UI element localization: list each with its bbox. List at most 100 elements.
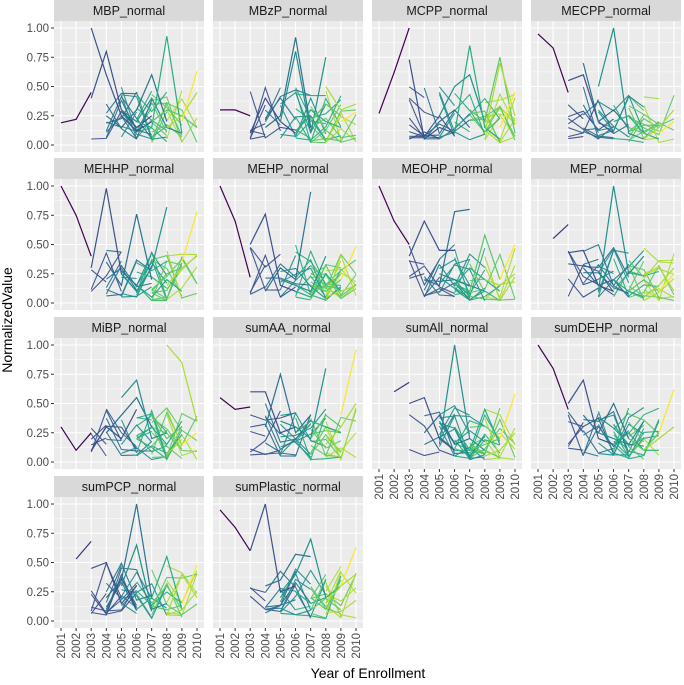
series-line [469, 438, 501, 451]
series-line [613, 270, 660, 290]
x-tick-label: 2004 [419, 473, 431, 499]
series-line [120, 110, 152, 140]
series-line [151, 124, 183, 138]
x-tick-label: 2009 [177, 633, 189, 659]
series-line [219, 509, 251, 552]
series-line [105, 73, 168, 129]
series-line [310, 428, 342, 449]
series-line [613, 105, 630, 130]
series-line [166, 255, 198, 286]
series-line [628, 413, 660, 435]
series-line [568, 99, 599, 138]
series-line [220, 109, 251, 117]
x-tick-label: 2010 [669, 474, 681, 500]
series-line [469, 106, 516, 137]
series-line [106, 438, 122, 442]
series-line [151, 569, 198, 616]
facet-panel: MiBP_normal 0.00 0.25 0.50 0.75 1.00 [27, 317, 204, 469]
series-line [121, 97, 183, 134]
series-line [423, 414, 470, 446]
series-line [279, 51, 327, 134]
series-line [439, 258, 471, 286]
series-line [438, 86, 456, 106]
series-line [151, 573, 198, 610]
series-line [469, 233, 501, 292]
series-line [219, 397, 251, 411]
series-line [628, 121, 660, 134]
series-line [264, 415, 312, 451]
series-line [340, 246, 357, 280]
series-line [643, 426, 675, 451]
y-tick-label: 0.25 [27, 111, 49, 123]
x-tick-label: 2004 [101, 632, 113, 658]
series-line [424, 208, 470, 287]
series-line [295, 108, 342, 141]
facet-panel: MBzP_normal [213, 0, 363, 152]
series-line [325, 284, 357, 298]
x-tick-label: 2002 [389, 474, 401, 500]
series-line [583, 131, 614, 140]
series-line [484, 129, 516, 144]
series-line [166, 92, 198, 128]
series-line [310, 416, 357, 458]
series-line [105, 503, 153, 598]
series-line [628, 107, 675, 140]
series-group [220, 37, 357, 144]
series-group [60, 344, 198, 461]
series-line [597, 247, 630, 284]
series-line [90, 409, 138, 451]
series-line [628, 118, 675, 133]
x-tick-label: 2005 [593, 474, 605, 500]
facet-panel: MEHHP_normal 0.00 0.25 0.50 0.75 1.00 [27, 158, 204, 310]
y-tick-label: 0.50 [27, 399, 49, 411]
series-line [340, 349, 357, 416]
series-line [151, 267, 183, 292]
series-line [295, 272, 342, 298]
series-line [249, 587, 266, 602]
series-line [439, 415, 485, 459]
series-line [106, 293, 122, 297]
facet-title: MEOHP_normal [402, 162, 493, 176]
x-tick-label: 2003 [404, 474, 416, 500]
series-line [249, 246, 281, 268]
series-line [310, 114, 357, 142]
series-line [423, 244, 455, 291]
series-line [408, 265, 455, 295]
series-line [567, 411, 584, 433]
series-group [219, 503, 357, 620]
series-line [136, 91, 168, 113]
series-line [325, 570, 342, 604]
series-line [249, 584, 297, 612]
series-line [219, 185, 251, 278]
series-line [120, 260, 138, 298]
series-line [628, 105, 660, 125]
series-line [136, 90, 153, 120]
series-line [499, 244, 516, 280]
series-line [484, 432, 516, 450]
series-line [91, 584, 138, 612]
y-tick-label: 0.00 [27, 616, 49, 628]
y-tick-label: 0.00 [27, 140, 49, 152]
series-line [151, 584, 183, 610]
y-tick-label: 0.00 [27, 457, 49, 469]
series-line [582, 104, 599, 133]
series-line [582, 413, 599, 456]
y-tick-label: 1.00 [27, 340, 49, 352]
series-line [643, 247, 675, 264]
series-line [537, 33, 569, 93]
series-line [454, 248, 501, 302]
x-tick-label: 2007 [624, 474, 636, 500]
series-line [90, 592, 138, 615]
x-tick-label: 2009 [495, 474, 507, 500]
series-line [537, 344, 569, 410]
series-line [567, 74, 614, 134]
series-line [249, 104, 266, 139]
series-line [658, 273, 675, 292]
y-tick-label: 1.00 [27, 23, 49, 35]
series-line [279, 255, 297, 291]
y-tick-label: 0.75 [27, 369, 49, 381]
series-group [393, 344, 516, 461]
series-line [568, 127, 584, 134]
series-line [408, 59, 455, 141]
series-line [454, 248, 486, 299]
